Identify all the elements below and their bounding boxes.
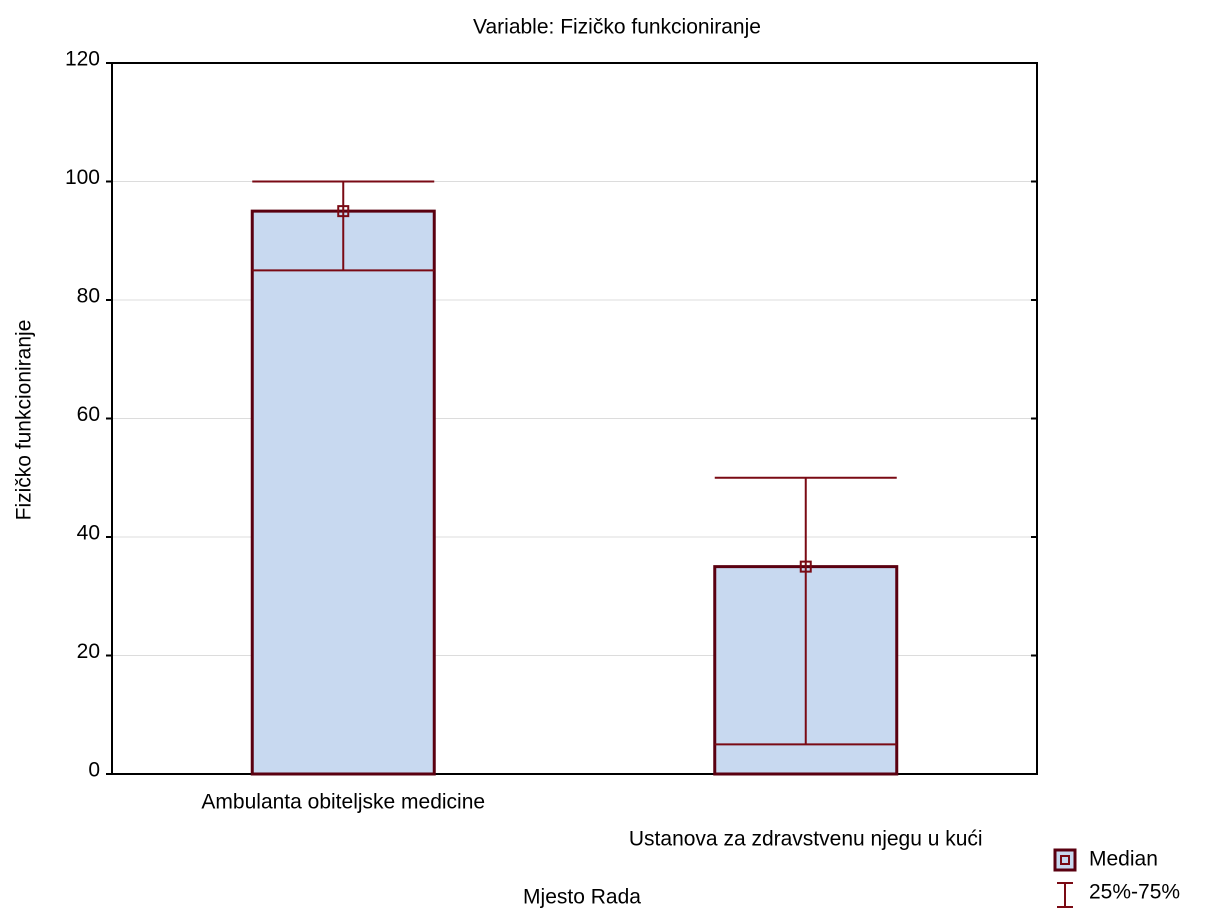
legend-label: Median bbox=[1089, 848, 1158, 871]
y-tick-label: 40 bbox=[77, 522, 100, 545]
x-tick-label: Ambulanta obiteljske medicine bbox=[201, 791, 485, 814]
legend-median-icon bbox=[1060, 855, 1070, 865]
plot-frame bbox=[111, 62, 1038, 775]
x-tick-label: Ustanova za zdravstvenu njegu u kući bbox=[629, 828, 983, 851]
y-tick-label: 0 bbox=[88, 759, 100, 782]
median-bar bbox=[250, 209, 436, 776]
y-tick-label: 20 bbox=[77, 640, 100, 663]
y-tick-label: 100 bbox=[65, 166, 100, 189]
legend-label: 25%-75% bbox=[1089, 881, 1180, 904]
median-marker bbox=[337, 205, 350, 218]
legend-box-icon bbox=[1053, 848, 1077, 872]
y-tick-label: 80 bbox=[77, 285, 100, 308]
median-marker bbox=[799, 560, 812, 573]
x-axis-label: Mjesto Rada bbox=[523, 886, 641, 909]
y-axis-label: Fizičko funkcioniranje bbox=[13, 320, 36, 521]
chart-title: Variable: Fizičko funkcioniranje bbox=[473, 16, 761, 39]
y-tick-label: 120 bbox=[65, 48, 100, 71]
y-tick-label: 60 bbox=[77, 403, 100, 426]
